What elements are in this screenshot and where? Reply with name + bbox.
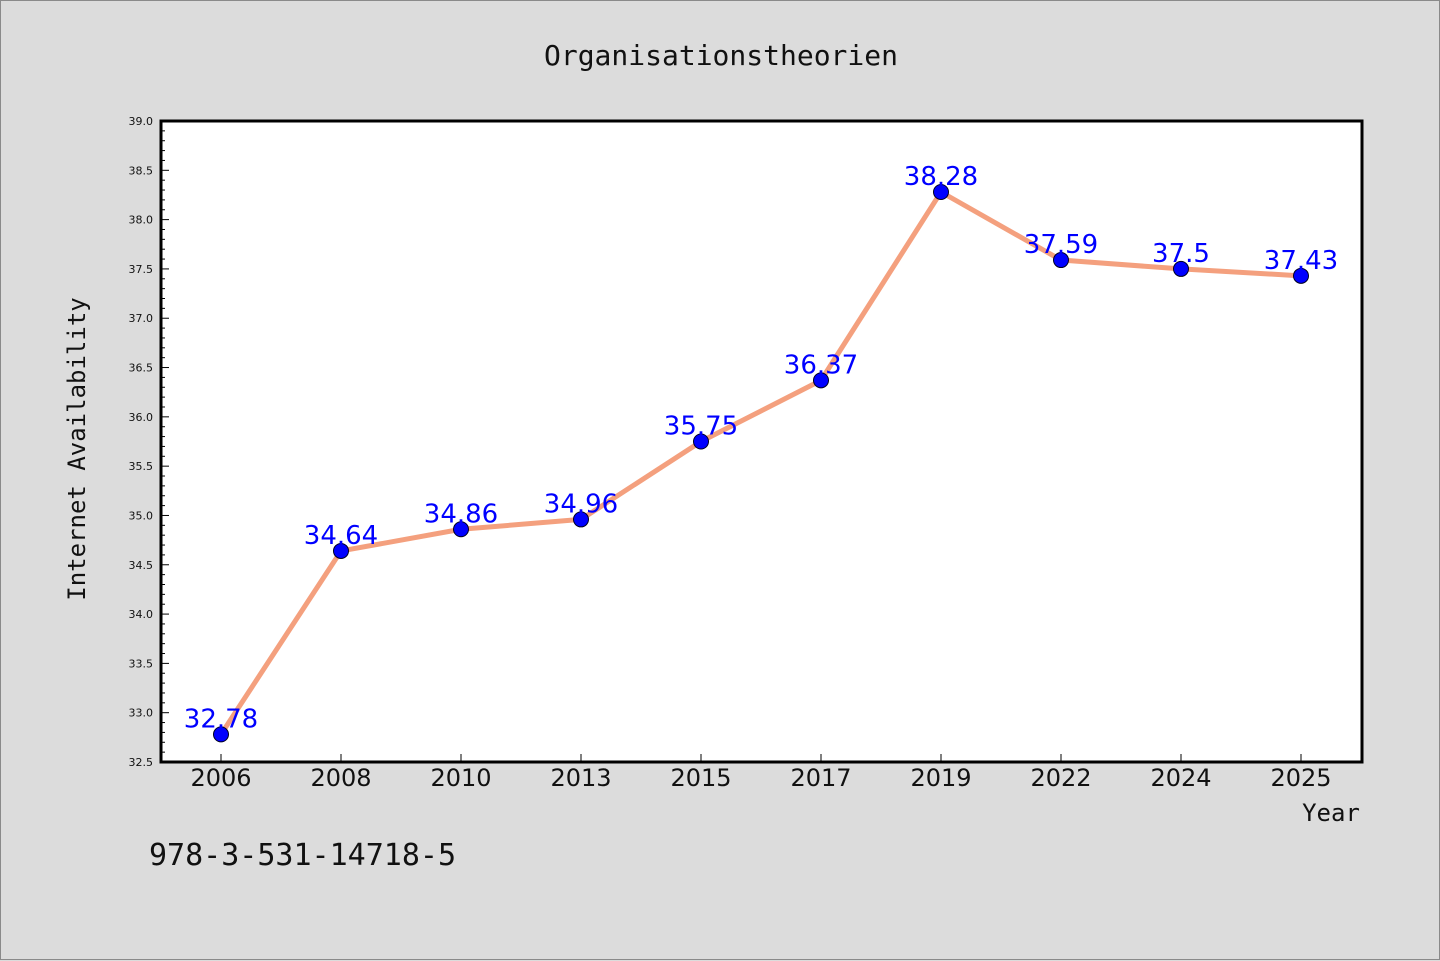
y-tick-label: 36.0 — [129, 411, 154, 424]
x-tick-label: 2025 — [1270, 764, 1331, 792]
y-axis-title: Internet Availability — [63, 297, 91, 600]
data-label: 37.59 — [1024, 230, 1098, 260]
data-label: 32.78 — [184, 704, 258, 734]
y-tick-label: 34.5 — [129, 559, 154, 572]
data-label: 34.64 — [304, 521, 378, 551]
y-tick-label: 39.0 — [129, 115, 154, 128]
data-point-marker — [333, 542, 349, 559]
y-tick-label: 37.5 — [129, 263, 154, 276]
x-axis-title: Year — [1302, 799, 1360, 827]
data-label: 34.86 — [424, 499, 498, 529]
data-label: 35.75 — [664, 412, 738, 442]
data-point-marker — [1173, 260, 1189, 277]
data-label: 36.37 — [784, 350, 858, 380]
data-point-marker — [573, 511, 589, 528]
data-label: 38.28 — [904, 162, 978, 192]
data-point-marker — [213, 726, 229, 743]
x-tick-label: 2024 — [1150, 764, 1211, 792]
data-labels-group: 32.78 34.64 34.86 34.96 35.75 36.37 38.28 37.59… — [184, 162, 1338, 734]
data-point-marker — [1293, 267, 1309, 284]
x-tick-label: 2008 — [310, 764, 371, 792]
x-tick-label: 2006 — [190, 764, 251, 792]
series-line — [218, 189, 1304, 737]
data-point-marker — [933, 184, 949, 201]
isbn-annotation: 978-3-531-14718-5 — [149, 838, 456, 873]
y-tick-label: 36.5 — [129, 362, 154, 375]
data-label: 34.96 — [544, 489, 618, 519]
markers-group — [213, 184, 1309, 743]
data-point-marker — [693, 433, 709, 450]
x-tick-label: 2017 — [790, 764, 851, 792]
y-tick-label: 37.0 — [129, 312, 154, 325]
data-point-marker — [813, 372, 829, 389]
y-tick-label: 33.0 — [129, 707, 154, 720]
x-tick-label: 2013 — [550, 764, 611, 792]
y-axis: 32.5 33.0 33.5 34.0 34.5 35.0 35.5 36.0 36.5 37.0… — [129, 115, 169, 769]
data-label: 37.5 — [1152, 239, 1210, 269]
y-tick-label: 33.5 — [129, 657, 154, 670]
y-tick-label: 35.0 — [129, 509, 154, 522]
y-tick-label: 35.5 — [129, 460, 154, 473]
x-tick-label: 2010 — [430, 764, 491, 792]
x-tick-label: 2019 — [910, 764, 971, 792]
y-tick-label: 38.0 — [129, 214, 154, 227]
data-point-marker — [453, 521, 469, 538]
chart-title: Organisationstheorien — [544, 39, 898, 72]
y-tick-label: 32.5 — [129, 756, 154, 769]
y-tick-label: 38.5 — [129, 164, 154, 177]
data-point-marker — [1053, 252, 1069, 269]
data-label: 37.43 — [1264, 246, 1338, 276]
series-line-group — [218, 189, 1304, 737]
x-axis: 2006 2008 2010 2013 2015 2017 2019 2022 2024 2025 — [190, 754, 1332, 792]
x-tick-label: 2022 — [1030, 764, 1091, 792]
y-tick-label: 34.0 — [129, 608, 154, 621]
x-tick-label: 2015 — [670, 764, 731, 792]
plot-area — [159, 119, 1364, 764]
